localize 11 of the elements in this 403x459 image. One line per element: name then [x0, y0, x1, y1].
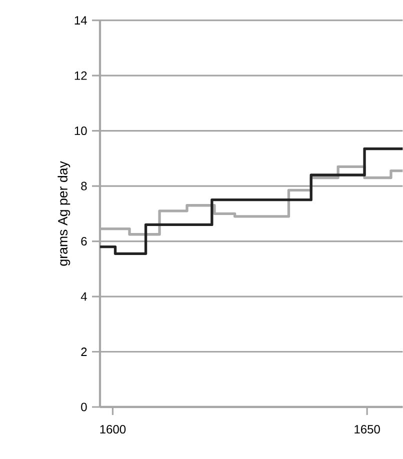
y-tick-label: 8: [81, 182, 87, 190]
y-tick-label: 6: [81, 237, 87, 246]
y-tick-label: 0: [81, 402, 87, 412]
y-tick-label: 2: [81, 348, 87, 356]
y-tick-label: 12: [74, 71, 87, 80]
x-tick-label: 1600: [100, 425, 126, 434]
y-tick-label: 10: [74, 126, 87, 136]
y-tick-label: 14: [74, 16, 87, 24]
y-axis-title: grams Ag per day: [58, 161, 70, 266]
x-tick-label: 1650: [354, 425, 380, 434]
y-tick-label: 4: [80, 292, 87, 301]
